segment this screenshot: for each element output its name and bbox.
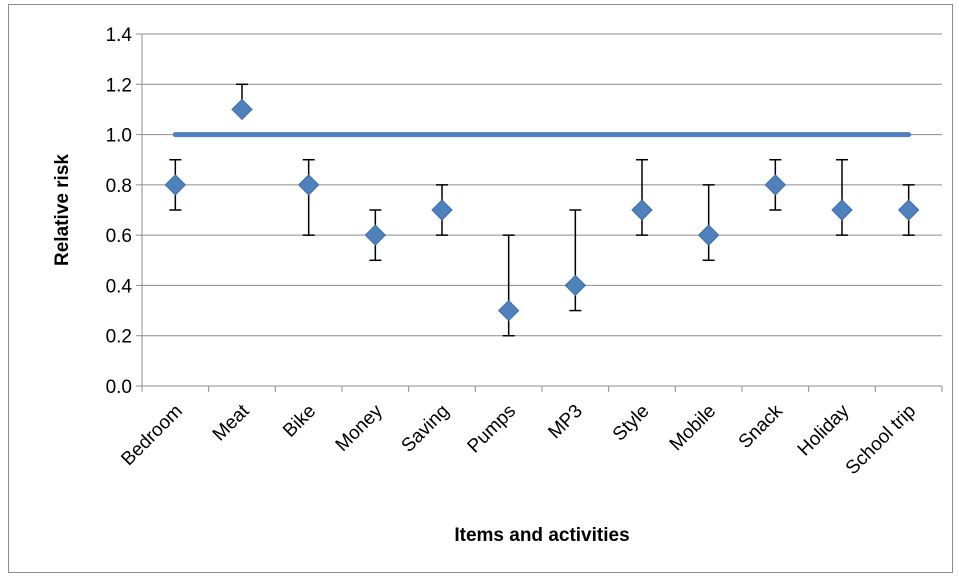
error-bars <box>169 83 915 337</box>
data-point-diamond <box>164 174 187 196</box>
x-tick-label: MP3 <box>544 401 586 443</box>
data-point-diamond <box>231 98 253 121</box>
x-tick-label: Pumps <box>464 401 521 458</box>
y-axis-ticks: 0.0 0.2 0.4 0.6 0.8 1.0 1.2 1.4 <box>106 25 142 398</box>
x-tick-label: School trip <box>842 401 920 479</box>
x-tick-label: Bedroom <box>117 401 186 470</box>
data-point-diamond <box>497 299 520 322</box>
data-point-diamond <box>564 274 587 297</box>
data-point-diamond <box>297 174 320 196</box>
data-point-diamond <box>364 224 387 246</box>
y-tick-label: 1.4 <box>106 25 133 46</box>
x-tick-label: Style <box>609 401 654 446</box>
x-tick-label: Mobile <box>666 401 720 455</box>
y-tick-label: 1.0 <box>106 126 132 147</box>
x-axis-title: Items and activities <box>454 525 629 546</box>
gridlines <box>142 33 942 337</box>
x-axis-ticks: Bedroom Meat Bike Money Saving Pumps MP3 Style M… <box>117 386 943 479</box>
chart-frame <box>8 4 953 573</box>
y-tick-label: 0.6 <box>106 226 132 247</box>
axes <box>141 34 942 387</box>
data-point-diamond <box>431 199 453 221</box>
x-tick-label: Bike <box>279 401 320 442</box>
y-tick-label: 0.4 <box>106 276 133 297</box>
data-point-diamond <box>897 199 920 221</box>
x-tick-label: Meat <box>209 400 254 445</box>
y-tick-label: 1.2 <box>106 75 132 96</box>
y-tick-label: 0.0 <box>106 377 132 398</box>
data-points <box>164 98 920 322</box>
y-axis-title: Relative risk <box>52 154 73 266</box>
data-point-diamond <box>764 174 787 196</box>
data-point-diamond <box>831 199 853 221</box>
x-tick-label: Money <box>332 400 388 456</box>
y-tick-label: 0.2 <box>106 327 132 348</box>
y-tick-label: 0.8 <box>106 176 132 197</box>
x-tick-label: Saving <box>398 401 454 457</box>
x-tick-label: Holiday <box>794 400 854 460</box>
data-point-diamond <box>631 199 653 221</box>
data-point-diamond <box>697 224 720 246</box>
x-tick-label: Snack <box>735 400 788 453</box>
